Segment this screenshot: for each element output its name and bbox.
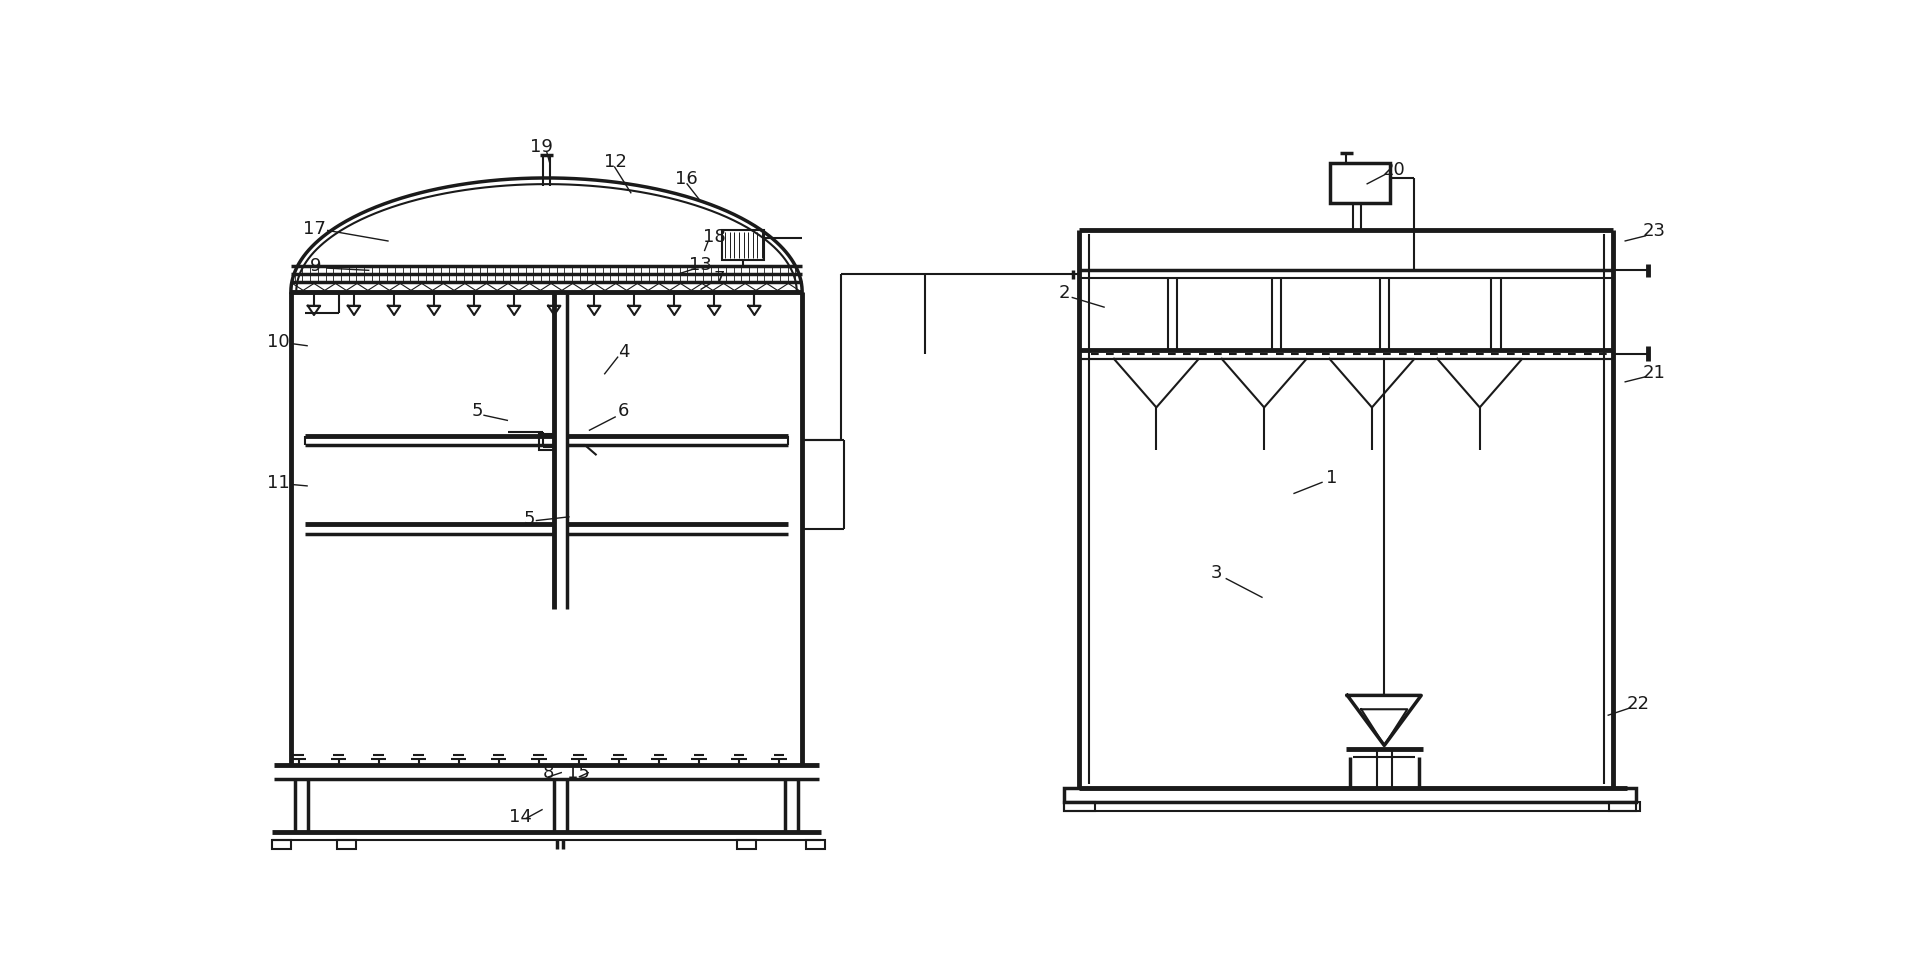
Text: 17: 17 <box>303 220 326 237</box>
Text: 8: 8 <box>542 764 554 782</box>
Text: 13: 13 <box>689 256 712 274</box>
Text: 20: 20 <box>1382 160 1405 179</box>
Text: 11: 11 <box>266 474 290 491</box>
Text: 22: 22 <box>1625 695 1648 712</box>
Bar <box>722 232 764 260</box>
Text: 9: 9 <box>309 257 320 275</box>
Text: 10: 10 <box>266 333 290 351</box>
Text: 18: 18 <box>703 228 726 245</box>
Text: 21: 21 <box>1642 363 1664 382</box>
Text: 3: 3 <box>1210 564 1222 581</box>
Text: 16: 16 <box>676 170 697 188</box>
Bar <box>1608 802 1639 811</box>
Text: 4: 4 <box>618 343 629 361</box>
Text: 2: 2 <box>1058 283 1069 302</box>
Text: 1: 1 <box>1326 468 1337 487</box>
Bar <box>1063 802 1635 811</box>
Text: 23: 23 <box>1640 222 1664 240</box>
Text: 7: 7 <box>712 270 724 288</box>
Bar <box>272 840 291 850</box>
Bar <box>1063 802 1094 811</box>
Bar <box>737 840 755 850</box>
Bar <box>538 435 554 450</box>
Bar <box>805 840 824 850</box>
Text: 5: 5 <box>523 510 535 528</box>
Text: 15: 15 <box>567 764 591 782</box>
Bar <box>1063 788 1635 802</box>
Text: 5: 5 <box>471 403 482 420</box>
Text: 6: 6 <box>618 403 629 420</box>
Bar <box>1330 163 1390 203</box>
Bar <box>338 840 357 850</box>
Text: 19: 19 <box>529 138 552 155</box>
Text: 12: 12 <box>604 152 627 171</box>
Text: 14: 14 <box>510 807 531 825</box>
